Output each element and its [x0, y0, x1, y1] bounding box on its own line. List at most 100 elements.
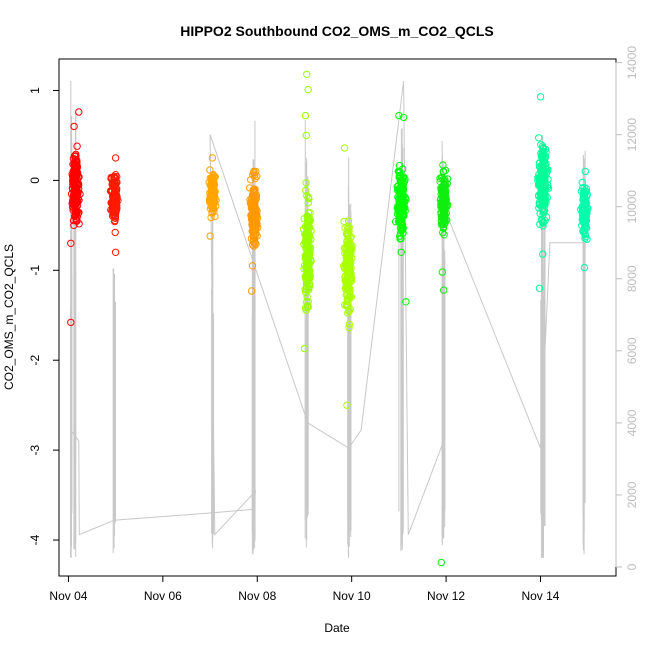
y-tick-label: 0: [28, 177, 42, 184]
y-tick-label: -2: [28, 355, 42, 366]
data-point: [112, 206, 121, 214]
data-point: [248, 241, 257, 249]
y-axis-right: 0 2000 4000 6000 8000 10000 12000 14000: [615, 46, 639, 570]
data-point: [540, 172, 548, 180]
data-point: [580, 197, 588, 205]
data-point: [582, 185, 590, 193]
data-point: [439, 228, 447, 237]
y2-tick-label: 4000: [625, 409, 639, 436]
data-point: [396, 202, 405, 211]
x-tick-label: Nov 10: [333, 589, 371, 603]
data-point: [398, 188, 407, 196]
data-point: [400, 203, 408, 211]
series-flight-2: [106, 154, 122, 257]
y2-tick-label: 0: [625, 563, 639, 570]
data-point: [440, 177, 448, 185]
data-point: [112, 195, 121, 203]
data-point-outlier: [111, 154, 120, 162]
data-point-outlier: [399, 113, 408, 122]
data-point-outlier: [67, 239, 75, 248]
data-point: [301, 304, 310, 312]
series-flight-10: [577, 167, 592, 272]
data-point: [304, 237, 312, 245]
data-point: [535, 134, 543, 142]
plot-frame: [58, 58, 617, 577]
data-point: [537, 172, 545, 180]
data-point: [539, 170, 547, 179]
data-point: [111, 196, 119, 205]
data-point: [582, 209, 590, 217]
data-point: [302, 279, 311, 288]
data-point: [395, 173, 403, 181]
x-axis-label: Date: [324, 621, 350, 635]
data-point: [304, 275, 312, 283]
data-point-outlier: [580, 263, 589, 272]
data-point: [539, 222, 547, 230]
data-point: [253, 232, 261, 240]
data-point: [396, 235, 404, 243]
data-point: [345, 257, 353, 265]
data-point: [343, 261, 351, 269]
y-tick-label: -1: [28, 265, 42, 276]
data-point-outlier: [304, 85, 312, 94]
data-point: [69, 196, 77, 205]
data-point-outlier: [402, 298, 410, 306]
data-point: [306, 245, 314, 253]
data-point: [346, 242, 354, 251]
data-point: [537, 191, 546, 199]
data-point: [344, 254, 353, 262]
data-point: [247, 202, 256, 211]
series-flight-1: [67, 108, 84, 327]
data-point: [344, 235, 353, 244]
data-point: [347, 277, 355, 285]
data-point: [535, 204, 543, 212]
data-point-outlier: [75, 108, 83, 116]
data-point: [539, 162, 547, 171]
y2-tick-label: 8000: [625, 265, 639, 292]
data-point: [249, 227, 257, 235]
data-point: [247, 176, 255, 184]
data-point-outlier: [437, 558, 445, 567]
data-point: [302, 186, 310, 195]
data-point: [304, 193, 312, 202]
data-point: [396, 232, 404, 240]
data-point: [304, 249, 313, 257]
data-point-outlier: [302, 131, 310, 140]
data-point: [207, 213, 215, 222]
data-point: [543, 183, 552, 192]
x-tick-label: Nov 14: [521, 589, 559, 603]
data-point: [302, 179, 310, 187]
data-point: [303, 293, 311, 301]
data-point: [209, 204, 217, 213]
data-point: [539, 200, 547, 208]
data-point-outlier: [208, 154, 217, 162]
data-point: [304, 252, 312, 260]
data-point: [344, 284, 352, 292]
data-point: [249, 198, 257, 207]
data-point-outlier: [440, 286, 448, 294]
data-point-outlier: [67, 318, 75, 327]
data-point: [207, 194, 216, 203]
data-point: [344, 217, 353, 225]
data-point: [441, 219, 449, 227]
data-point: [303, 224, 312, 232]
data-point: [304, 213, 312, 222]
data-point: [401, 207, 409, 215]
data-point: [440, 231, 448, 239]
data-point: [438, 197, 446, 205]
data-point: [541, 191, 550, 199]
data-point-outlier: [300, 344, 309, 353]
data-point-outlier: [247, 287, 256, 295]
series-flight-6: [339, 144, 356, 409]
data-point: [346, 305, 354, 313]
data-point: [304, 240, 312, 249]
data-point-outlier: [345, 320, 353, 328]
data-point: [539, 156, 547, 165]
data-point-outlier: [539, 250, 547, 258]
data-point: [73, 158, 81, 167]
data-point: [344, 309, 352, 317]
x-tick-label: Nov 08: [238, 589, 276, 603]
data-point: [343, 283, 351, 291]
data-point: [579, 191, 588, 199]
